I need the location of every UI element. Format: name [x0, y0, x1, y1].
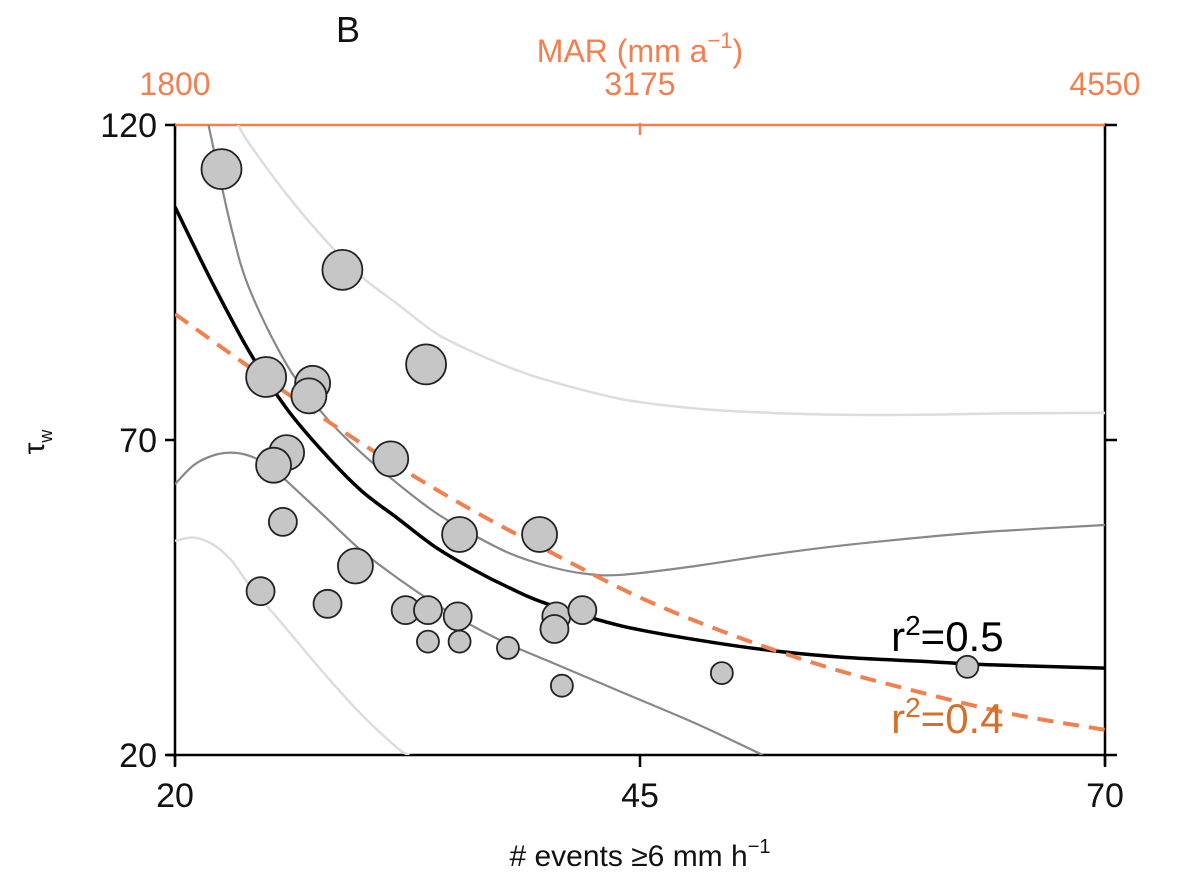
data-point	[267, 507, 298, 537]
x-tick-label: 70	[1086, 777, 1124, 815]
x-tick-label: 45	[621, 777, 659, 815]
top-tick-label: 3175	[604, 66, 675, 102]
data-point	[312, 588, 343, 619]
r2-annotations: r2=0.5r2=0.4	[891, 610, 1004, 742]
r2-value: =0.4	[921, 695, 1004, 742]
x-tick-label: 20	[156, 777, 194, 815]
y-axis-title: τw	[18, 429, 56, 455]
axes	[167, 123, 1107, 765]
data-point	[413, 595, 443, 625]
data-point	[290, 377, 328, 415]
data-point	[337, 547, 374, 585]
data-point	[321, 248, 364, 291]
data-point	[447, 629, 472, 654]
data-point	[416, 629, 440, 654]
top-tick-label: 4550	[1069, 66, 1140, 102]
data-point	[405, 343, 448, 386]
fit-curve-orange-dashed	[175, 312, 1105, 732]
data-point	[245, 356, 288, 398]
r2-r: r	[891, 613, 905, 660]
data-point	[441, 516, 478, 553]
data-point	[255, 446, 292, 484]
data-point	[539, 614, 570, 644]
bottom-axis-ticks: 20 45 70	[156, 755, 1124, 815]
data-point	[549, 673, 574, 698]
data-point	[521, 516, 558, 553]
data-point	[245, 576, 276, 607]
y-tick-label: 20	[119, 737, 157, 775]
top-axis-title: MAR (mm a−1)	[537, 28, 743, 69]
r2-label-black: r2=0.5	[891, 610, 1004, 660]
r2-label-orange: r2=0.4	[891, 692, 1004, 742]
top-axis-ticks: 1800 3175 4550	[139, 66, 1141, 135]
x-axis-title: # events ≥6 mm h−1	[509, 836, 770, 873]
data-point	[955, 654, 980, 679]
data-point	[200, 148, 243, 191]
r2-superscript: 2	[905, 692, 921, 723]
y-tick-label: 120	[100, 107, 157, 145]
r2-r: r	[891, 695, 905, 742]
data-point	[709, 661, 734, 685]
panel-label: B	[336, 9, 360, 50]
data-point	[442, 601, 473, 632]
top-tick-label: 1800	[139, 66, 210, 102]
y-tick-label: 70	[119, 422, 157, 460]
data-points	[200, 148, 980, 698]
r2-superscript: 2	[905, 610, 921, 641]
ci-upper-inner	[207, 125, 1105, 577]
data-point	[372, 440, 410, 478]
left-axis-ticks: 20 70 120	[100, 107, 1117, 775]
data-point	[567, 595, 598, 625]
data-point	[496, 636, 520, 660]
ci-upper-outer	[237, 125, 1105, 417]
ci-lower-outer	[175, 536, 410, 755]
r2-value: =0.5	[921, 613, 1004, 660]
